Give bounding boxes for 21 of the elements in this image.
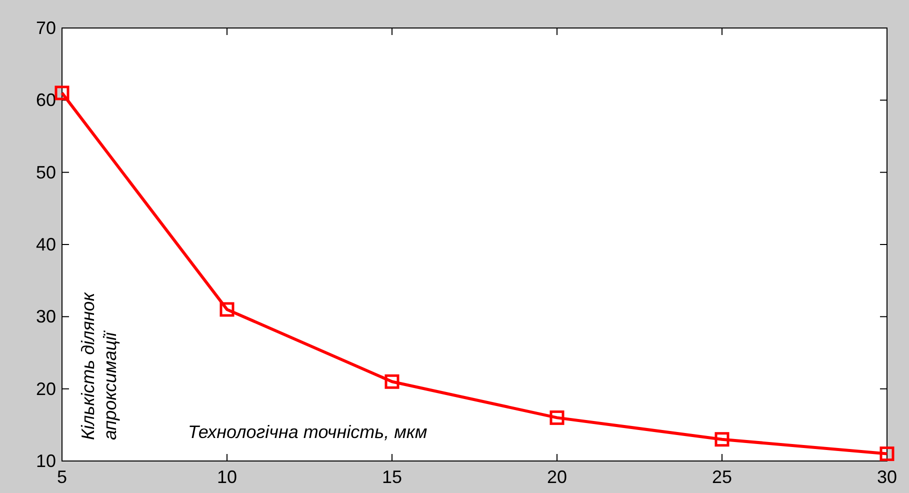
y-tick-label: 70: [36, 18, 56, 38]
point: [54, 86, 70, 100]
x-tick-label: 5: [56, 467, 68, 487]
point: [550, 410, 564, 425]
x-axis-title: Технологічна точність, мкм: [188, 422, 428, 442]
point: [880, 446, 894, 462]
x-tick-label: 20: [546, 467, 568, 487]
y-tick-label: 60: [36, 90, 56, 110]
x-tick-label: 25: [712, 467, 732, 487]
point: [714, 432, 730, 447]
y-tick-label: 10: [36, 451, 56, 471]
y-tick-label: 30: [36, 306, 56, 327]
x-tick-label: 30: [876, 467, 898, 487]
point: [220, 302, 234, 317]
y-tick-label: 40: [36, 234, 56, 254]
x-tick-label: 10: [216, 467, 238, 487]
y-tick-label: 20: [36, 378, 56, 399]
point: [384, 374, 400, 389]
y-axis-title: Кількість ділянок апроксимації: [78, 291, 120, 440]
x-tick-label: 15: [382, 467, 402, 487]
y-tick-label: 50: [36, 162, 56, 182]
